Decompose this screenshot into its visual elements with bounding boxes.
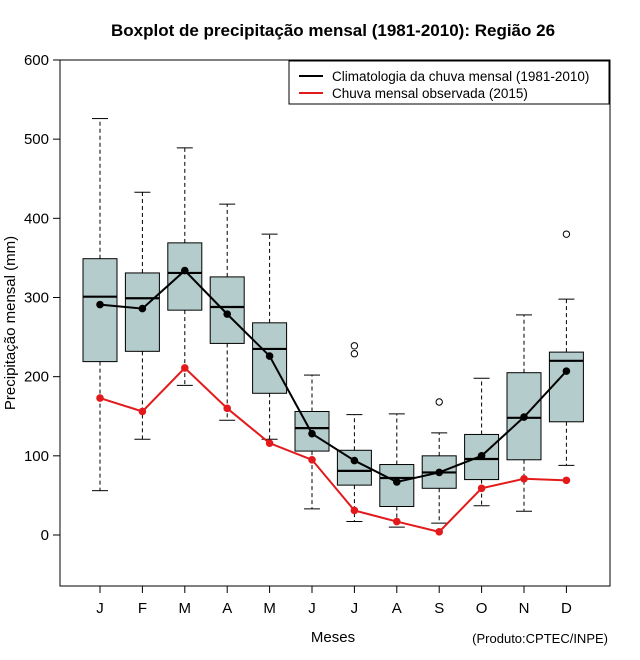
series-point-observed [223,404,231,413]
x-tick-label: O [476,600,488,617]
series-point-observed [265,439,274,447]
box-6 [294,374,330,510]
y-tick-label: 500 [24,131,49,148]
series-line-climatology [99,269,568,484]
y-tick-label: 300 [24,289,49,306]
series-point-observed [435,528,444,536]
x-tick-label: A [392,600,402,617]
series-line-observed [99,366,567,533]
credit-label: (Produto:CPTEC/INPE) [472,631,608,646]
series-point-climatology [223,310,231,318]
series-point-climatology [181,266,189,275]
box-1 [82,118,118,492]
box-2 [124,191,160,440]
series-point-climatology [562,367,571,375]
series-point-climatology [308,429,316,438]
series-point-observed [350,506,359,515]
outlier-point [562,230,571,238]
series-point-observed [308,455,316,464]
series-point-climatology [435,468,444,477]
chart-title: Boxplot de precipitação mensal (1981-201… [111,21,555,40]
legend: Climatologia da chuva mensal (1981-2010)… [288,60,610,105]
y-tick-label: 600 [24,52,49,69]
series-point-observed [393,517,401,526]
box-iqr [209,276,245,344]
y-tick-label: 200 [24,369,49,386]
box-8 [379,413,415,528]
x-tick-label: J [308,600,316,617]
series-point-observed [477,484,486,493]
series-point-observed [562,476,571,485]
x-axis-label: Meses [311,629,355,646]
y-tick-label: 0 [41,527,49,544]
series-point-climatology [477,452,486,460]
x-tick-label: J [96,600,104,617]
series-point-climatology [520,413,528,421]
box-7 [336,342,372,523]
box-10 [464,377,500,507]
box-iqr [548,351,584,423]
x-tick-label: A [222,600,232,617]
legend-label-observed: Chuva mensal observada (2015) [332,86,528,101]
x-tick-label: M [263,600,276,617]
series-point-climatology [265,352,274,360]
x-tick-label: J [351,600,359,617]
series-point-climatology [96,300,104,309]
series-point-climatology [138,304,147,313]
y-tick-label: 400 [24,210,49,227]
boxes-layer [82,118,584,528]
box-4 [209,203,245,421]
x-tick-label: F [138,600,147,617]
outlier-point [350,350,359,358]
outlier-point [350,342,359,350]
box-5 [252,233,288,440]
y-tick-label: 100 [24,448,49,465]
series-point-observed [520,474,528,483]
series-layer [96,266,571,536]
box-9 [421,398,457,524]
box-iqr [506,372,542,461]
y-axis: 0 100 200 300 400 500 600 [24,52,61,544]
series-point-observed [181,364,189,372]
x-tick-label: S [434,600,444,617]
series-point-observed [96,394,104,402]
x-tick-label: M [179,600,192,617]
legend-label-climatology: Climatologia da chuva mensal (1981-2010) [332,69,589,84]
series-point-observed [138,407,147,416]
box-11 [506,314,542,512]
series-point-climatology [350,456,359,465]
box-12 [548,230,584,466]
box-iqr [294,410,330,452]
box-3 [167,147,203,386]
box-iqr [167,242,203,311]
legend-box [288,60,610,105]
x-tick-label: D [561,600,572,617]
box-iqr [82,258,118,363]
box-iqr [336,449,372,486]
outlier-point [435,398,443,406]
y-axis-label: Precipitação mensal (mm) [2,236,19,410]
series-point-climatology [393,478,401,486]
x-tick-label: N [519,600,530,617]
